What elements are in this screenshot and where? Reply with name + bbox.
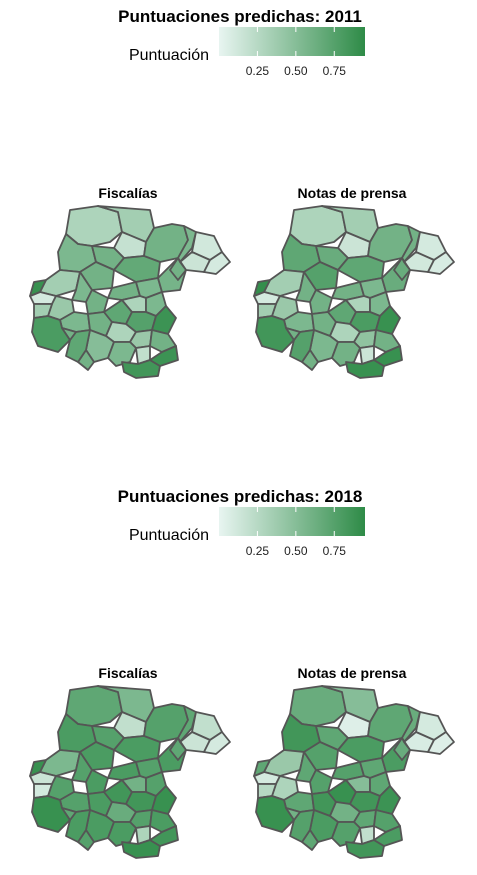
- legend-tick-label: 0.50: [284, 64, 308, 78]
- map-region: [169, 737, 187, 761]
- map-region: [39, 749, 81, 777]
- legend-ticks: 0.25 0.50 0.75: [246, 507, 347, 558]
- legend-tick-label: 0.75: [323, 64, 347, 78]
- map-region: [79, 261, 115, 291]
- chart-2018: Puntuaciones predichas: 2018 Puntuación …: [29, 487, 455, 859]
- map-region: [295, 271, 317, 303]
- map-notas-de-prensa: [253, 685, 455, 859]
- map-region: [295, 751, 317, 783]
- map-region: [309, 769, 333, 795]
- map-region: [169, 257, 187, 281]
- map-region: [263, 269, 305, 297]
- map-region: [375, 305, 401, 335]
- map-region: [393, 737, 411, 761]
- map-fiscalias: [29, 685, 231, 859]
- map-region: [345, 839, 385, 859]
- map-region: [203, 731, 231, 755]
- map-region: [85, 769, 109, 795]
- legend-title: Puntuación: [129, 47, 209, 64]
- map-region: [151, 305, 177, 335]
- map-region: [61, 807, 77, 821]
- legend-title: Puntuación: [129, 527, 209, 544]
- map-region: [71, 271, 93, 303]
- map-region: [403, 251, 435, 273]
- map-region: [427, 251, 455, 275]
- map-region: [373, 345, 403, 367]
- panel-title-notas-de-prensa: Notas de prensa: [298, 185, 407, 201]
- map-region: [253, 759, 271, 777]
- map-fiscalias: [29, 205, 231, 379]
- map-region: [85, 289, 109, 315]
- map-region: [149, 345, 179, 367]
- map-region: [345, 359, 385, 379]
- map-region: [403, 731, 435, 753]
- map-region: [179, 251, 211, 273]
- panel-title-fiscalias: Fiscalías: [98, 665, 157, 681]
- map-region: [393, 257, 411, 281]
- map-region: [427, 731, 455, 755]
- map-region: [71, 751, 93, 783]
- map-region: [309, 289, 333, 315]
- map-region: [29, 759, 47, 777]
- map-region: [121, 839, 161, 859]
- legend-tick-label: 0.25: [246, 64, 270, 78]
- map-region: [149, 825, 179, 847]
- map-region: [285, 327, 301, 341]
- legend-tick-label: 0.25: [246, 544, 270, 558]
- map-region: [203, 251, 231, 275]
- panel-title-fiscalias: Fiscalías: [98, 185, 157, 201]
- map-notas-de-prensa: [253, 205, 455, 379]
- map-region: [29, 279, 47, 297]
- legend-ticks: 0.25 0.50 0.75: [246, 27, 347, 78]
- map-region: [179, 731, 211, 753]
- map-region: [373, 825, 403, 847]
- chart-title: Puntuaciones predichas: 2018: [118, 487, 363, 506]
- map-region: [79, 741, 115, 771]
- legend-colorbar: [219, 27, 365, 56]
- map-region: [303, 741, 339, 771]
- map-region: [303, 261, 339, 291]
- map-region: [285, 807, 301, 821]
- chart-2011: Puntuaciones predichas: 2011 Puntuación …: [29, 7, 455, 379]
- legend-tick-label: 0.50: [284, 544, 308, 558]
- legend-colorbar: [219, 507, 365, 536]
- legend-tick-label: 0.75: [323, 544, 347, 558]
- map-region: [253, 279, 271, 297]
- chart-title: Puntuaciones predichas: 2011: [118, 7, 362, 26]
- map-region: [263, 749, 305, 777]
- panel-title-notas-de-prensa: Notas de prensa: [298, 665, 407, 681]
- map-region: [61, 327, 77, 341]
- map-region: [151, 785, 177, 815]
- map-region: [375, 785, 401, 815]
- map-region: [121, 359, 161, 379]
- map-region: [39, 269, 81, 297]
